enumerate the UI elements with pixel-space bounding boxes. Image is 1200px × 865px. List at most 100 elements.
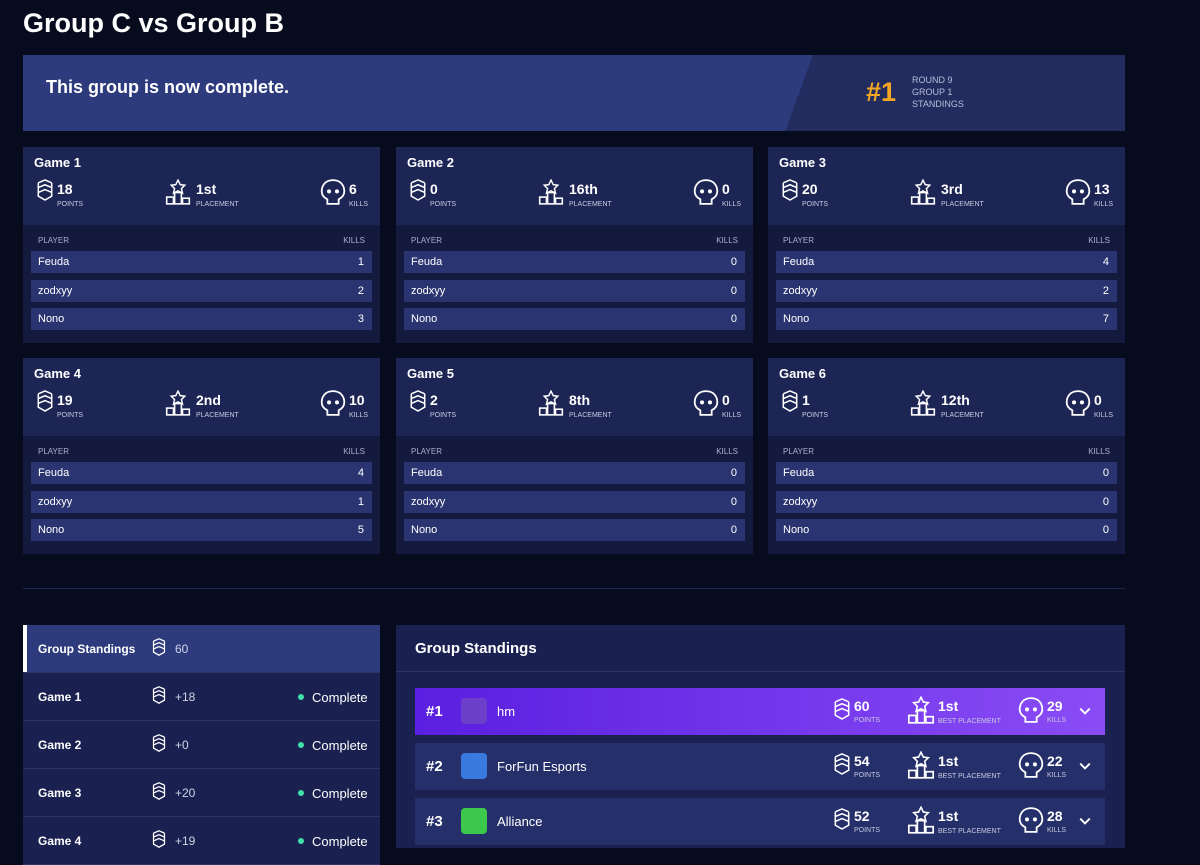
kills-icon-part (327, 189, 332, 194)
placement-icon-part (907, 750, 935, 779)
placement-icon (907, 805, 935, 834)
kills-label: KILLS (349, 201, 369, 208)
kills-icon-part (1018, 807, 1044, 833)
team-points: 54 (854, 753, 870, 769)
game-name: Game 5 (407, 366, 454, 381)
player-row: zodxyy 1 (31, 490, 372, 513)
best-placement-label: BEST PLACEMENT (938, 773, 1001, 780)
status-dot (298, 838, 304, 844)
kills-icon-part (707, 400, 712, 405)
kills-header: KILLS (1088, 447, 1110, 456)
sidebar-item[interactable]: Game 3 +20 Complete (23, 769, 380, 817)
team-name: ForFun Esports (497, 759, 587, 774)
kills-icon-part (320, 390, 346, 416)
placement-icon-part (165, 178, 191, 205)
player-name: Feuda (38, 256, 70, 268)
points-icon-part (152, 638, 166, 656)
chev-icon-part (1079, 762, 1091, 770)
game-name: Game 6 (779, 366, 826, 381)
points-icon-part (152, 782, 166, 800)
player-header: PLAYER (411, 236, 442, 245)
panel-divider (396, 671, 1125, 672)
placement-icon (538, 389, 564, 416)
kills-icon (320, 179, 346, 205)
player-kills: 0 (730, 256, 737, 268)
player-row: zodxyy 0 (404, 279, 745, 302)
placement-icon-part (173, 402, 183, 416)
kills-icon (693, 390, 719, 416)
sidebar-name: Game 2 (38, 738, 82, 752)
placement-icon-part (907, 769, 917, 779)
kills-icon-part (1079, 189, 1084, 194)
placement-icon-part (169, 178, 187, 195)
player-name: zodxyy (783, 284, 818, 297)
kills-value: 10 (349, 392, 365, 408)
kills-icon-part (1018, 697, 1044, 723)
points-icon (407, 390, 429, 412)
kills-icon-part (1032, 762, 1037, 767)
kills-label: KILLS (722, 412, 742, 419)
kills-icon-part (1065, 390, 1091, 416)
team-row: #3 Alliance 52 POINTS 1st BEST PLACEMENT 28 KIL… (415, 798, 1105, 845)
points-label: POINTS (854, 772, 881, 779)
kills-icon-part (1065, 179, 1091, 205)
points-icon-part (834, 753, 850, 775)
chev-icon[interactable] (1074, 810, 1096, 832)
kills-icon-part (1072, 400, 1077, 405)
status-dot (298, 790, 304, 796)
chev-icon[interactable] (1074, 755, 1096, 777)
player-kills: 0 (730, 467, 737, 479)
player-name: Nono (38, 313, 65, 325)
placement-icon-part (542, 178, 560, 195)
points-icon (831, 698, 853, 720)
sidebar-item[interactable]: Group Standings 60 (23, 625, 380, 673)
points-icon-part (152, 734, 166, 752)
sidebar-item[interactable]: Game 2 +0 Complete (23, 721, 380, 769)
player-row: Feuda 0 (404, 462, 745, 484)
sidebar-item[interactable]: Game 4 +19 Complete (23, 817, 380, 865)
team-kills: 22 (1047, 753, 1063, 769)
placement-icon (165, 178, 191, 205)
divider (23, 588, 1125, 589)
card-header (768, 147, 1125, 225)
placement-icon-part (910, 389, 936, 416)
player-row: Nono 0 (404, 308, 745, 330)
placement-icon-part (181, 197, 191, 205)
kills-value: 6 (349, 181, 357, 197)
placement-value: 1st (196, 181, 217, 197)
player-name: zodxyy (411, 495, 446, 508)
best-placement-label: BEST PLACEMENT (938, 718, 1001, 725)
placement-icon-part (910, 196, 920, 205)
placement-icon-part (916, 709, 926, 724)
placement-icon-part (538, 196, 548, 205)
team-name: hm (497, 704, 516, 719)
team-rank: #3 (426, 813, 443, 830)
player-row: Feuda 4 (31, 462, 372, 484)
placement-icon-part (916, 819, 926, 834)
kills-icon (1018, 752, 1044, 778)
sidebar-item[interactable]: Game 1 +18 Complete (23, 673, 380, 721)
player-kills: 4 (1102, 256, 1109, 268)
kills-icon-part (320, 390, 346, 416)
banner-message: This group is now complete. (46, 77, 290, 97)
placement-icon (910, 389, 936, 416)
team-placement: 1st (938, 753, 959, 769)
points-value: 19 (57, 392, 73, 408)
points-icon (779, 390, 801, 412)
game-card: Game 1 18 POINTS 1st PLACEMENT 6 KILLS PLAYER KI… (23, 147, 380, 343)
points-icon (34, 390, 56, 412)
points-icon-part (410, 179, 426, 201)
team-rank: #2 (426, 758, 443, 775)
points-icon (150, 782, 168, 800)
chev-icon[interactable] (1074, 700, 1096, 722)
kills-icon (1018, 697, 1044, 723)
points-value: 2 (430, 392, 438, 408)
points-value: 1 (802, 392, 810, 408)
player-row: zodxyy 2 (31, 279, 372, 302)
player-kills: 0 (730, 284, 737, 297)
kills-icon-part (693, 179, 719, 205)
points-icon-part (152, 830, 166, 848)
player-row: Nono 0 (404, 519, 745, 541)
points-icon-part (410, 390, 426, 412)
sidebar-name: Game 4 (38, 834, 82, 848)
